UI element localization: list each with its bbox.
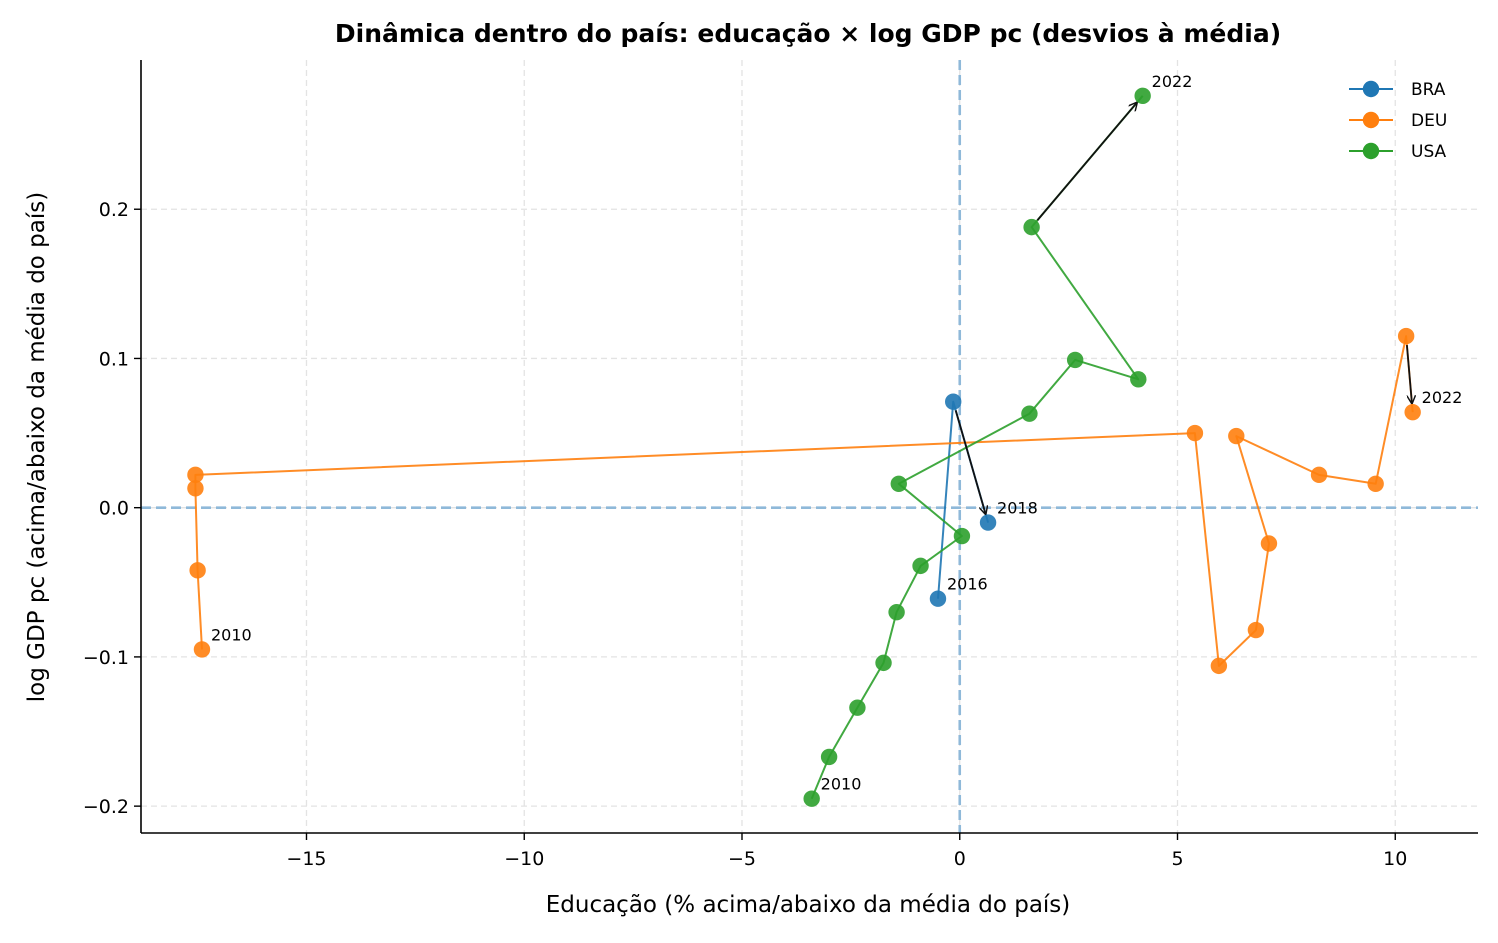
legend: BRA DEU USA <box>1349 80 1447 162</box>
data-point-usa <box>1066 351 1084 369</box>
legend-label-usa: USA <box>1411 142 1447 162</box>
legend-label-deu: DEU <box>1411 111 1447 131</box>
year-annotation-deu: 2010 <box>211 625 252 644</box>
data-point-usa <box>1023 218 1040 236</box>
data-point-deu <box>187 480 204 497</box>
data-point-usa <box>849 699 866 716</box>
x-tick-label: −15 <box>286 848 326 870</box>
data-point-deu <box>193 641 211 658</box>
y-axis-title: log GDP pc (acima/abaixo da média do paí… <box>24 192 50 702</box>
y-tick-label: 0.2 <box>99 199 129 221</box>
data-point-bra <box>945 393 962 410</box>
year-annotation-bra: 2018 <box>997 499 1038 518</box>
x-tick-label: −5 <box>728 848 756 870</box>
x-tick-label: 10 <box>1383 848 1407 870</box>
data-point-deu <box>1228 427 1245 445</box>
y-tick-label: −0.2 <box>83 796 129 818</box>
data-point-usa <box>890 475 907 493</box>
y-tick-label: 0.0 <box>99 498 129 520</box>
year-annotation-bra: 2016 <box>947 575 988 594</box>
data-point-bra <box>979 514 997 531</box>
series-layer <box>187 87 1421 807</box>
trend-arrow-bra <box>954 410 986 514</box>
data-point-deu <box>1310 466 1328 484</box>
data-point-deu <box>1260 535 1278 552</box>
annotation-layer: 2016 2018 2010 2022 2010 2022 <box>211 72 1462 794</box>
data-point-usa <box>820 748 838 766</box>
trend-arrow-deu <box>1406 344 1412 403</box>
data-point-usa <box>875 654 892 672</box>
legend-marker-usa <box>1362 142 1380 160</box>
data-point-usa <box>953 527 971 545</box>
y-tick-label: −0.1 <box>83 647 129 669</box>
data-point-usa <box>803 790 820 807</box>
data-point-deu <box>1404 403 1421 421</box>
x-tick-label: 0 <box>954 848 966 870</box>
reference-lines <box>141 60 1478 833</box>
year-annotation-usa: 2022 <box>1152 72 1193 91</box>
data-point-deu <box>1210 657 1228 675</box>
data-point-usa <box>1134 87 1151 105</box>
legend-marker-deu <box>1362 111 1380 129</box>
chart-title: Dinâmica dentro do país: educação × log … <box>335 19 1281 48</box>
data-point-deu <box>187 466 204 484</box>
data-point-usa <box>1021 405 1038 422</box>
axes-layer <box>140 60 1478 834</box>
data-point-deu <box>1186 424 1204 442</box>
data-point-deu <box>1397 327 1415 345</box>
ticks-layer: −15 −10 −5 0 5 10 −0.2 −0.1 0.0 0.1 0.2 <box>83 199 1407 870</box>
legend-label-bra: BRA <box>1411 80 1446 100</box>
data-point-usa <box>888 603 905 621</box>
data-point-deu <box>1247 621 1265 639</box>
trend-arrow-usa <box>1036 103 1136 221</box>
grid-layer <box>141 60 1478 833</box>
x-tick-label: 5 <box>1171 848 1183 870</box>
x-axis-title: Educação (% acima/abaixo da média do paí… <box>546 892 1071 918</box>
year-annotation-deu: 2022 <box>1422 388 1463 407</box>
x-tick-label: −10 <box>504 848 544 870</box>
data-point-usa <box>912 557 929 575</box>
arrow-layer <box>954 103 1412 514</box>
data-point-deu <box>189 562 206 579</box>
series-line-bra <box>937 400 990 599</box>
data-point-deu <box>1367 475 1384 493</box>
series-line-deu <box>194 335 1414 667</box>
year-annotation-usa: 2010 <box>821 775 862 794</box>
y-tick-label: 0.1 <box>99 348 129 370</box>
legend-marker-bra <box>1362 80 1380 98</box>
data-point-usa <box>1130 371 1147 388</box>
data-point-bra <box>929 590 947 607</box>
